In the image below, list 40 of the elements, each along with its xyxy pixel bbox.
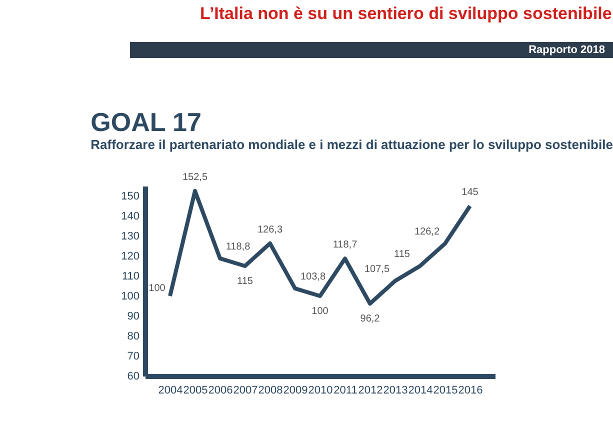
y-tick-label: 60	[127, 370, 140, 382]
text: 126,3	[257, 224, 283, 236]
text: 145	[462, 187, 478, 198]
x-tick-label: 2016	[458, 384, 483, 396]
chart-subtitle: Rafforzare il partenariato mondiale e i mezzi di attuazione per lo sviluppo sostenibile	[90, 137, 613, 152]
text: 115	[237, 276, 253, 287]
text: 152,5	[182, 172, 208, 183]
x-tick-label: 2008	[258, 384, 283, 396]
y-tick-label: 130	[121, 230, 140, 242]
text: 115	[394, 249, 410, 260]
chart-title: GOAL 17	[90, 107, 202, 137]
x-tick-label: 2013	[383, 384, 408, 396]
x-tick-label: 2014	[408, 384, 433, 396]
x-tick-label: 2007	[233, 384, 258, 396]
text: 100	[148, 283, 166, 294]
text: L’Italia non è su un sentiero di sviluppo sostenibile	[200, 4, 612, 24]
y-tick-label: 140	[121, 210, 140, 222]
x-tick-label: 2009	[283, 384, 308, 396]
text: 103,8	[300, 271, 326, 282]
y-tick-label: 90	[127, 310, 140, 322]
x-tick-label: 2004	[158, 384, 183, 396]
text: 100	[312, 306, 328, 317]
y-tick-label: 110	[122, 270, 140, 282]
x-tick-label: 2015	[433, 384, 458, 396]
y-tick-label: 100	[121, 290, 140, 302]
text: 118,7	[332, 240, 358, 251]
y-tick-label: 120	[121, 250, 140, 262]
text: Rapporto 2018	[528, 44, 605, 56]
text: 107,5	[364, 264, 390, 275]
x-tick-label: 2005	[183, 384, 208, 396]
x-tick-label: 2012	[358, 384, 383, 396]
y-tick-label: 150	[121, 190, 140, 202]
x-tick-label: 2006	[208, 384, 233, 396]
text: 118,8	[226, 241, 250, 252]
y-tick-label: 80	[127, 330, 140, 342]
y-tick-label: 70	[127, 350, 140, 362]
x-tick-label: 2011	[334, 384, 358, 396]
x-tick-label: 2010	[308, 384, 333, 396]
text: 96,2	[360, 314, 380, 325]
text: 126,2	[414, 226, 440, 238]
